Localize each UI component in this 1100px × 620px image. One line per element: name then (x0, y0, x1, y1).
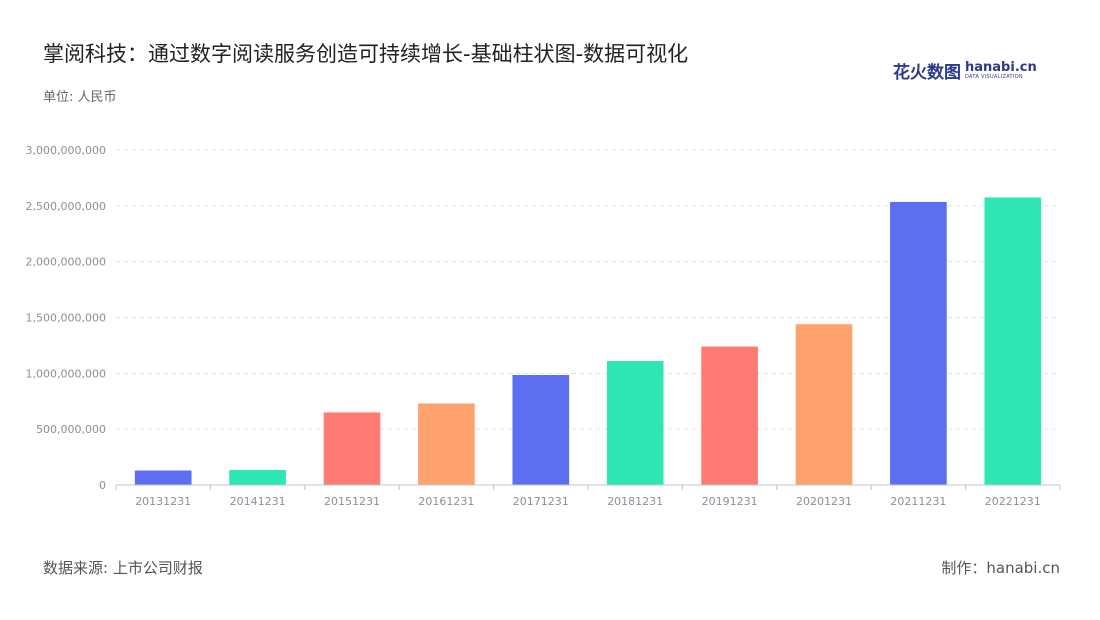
credit: 制作：hanabi.cn (941, 559, 1060, 577)
chart-title: 掌阅科技：通过数字阅读服务创造可持续增长-基础柱状图-数据可视化 (43, 42, 689, 66)
logo-en-block: hanabi.cn DATA VISUALIZATION (965, 61, 1037, 80)
x-axis-ticks: 20131231 20141231 20151231 20161231 20171231… (115, 485, 1061, 508)
unit-label: 单位: 人民币 (43, 90, 117, 105)
y-tick-label: 500,000,000 (36, 423, 106, 436)
bar-20171231 (512, 375, 570, 485)
y-tick-label: 3,000,000,000 (26, 144, 106, 157)
bar-20221231 (984, 197, 1042, 486)
bar-20211231 (890, 201, 947, 486)
y-tick-label: 0 (99, 479, 106, 492)
brand-logo: 花火数图 hanabi.cn DATA VISUALIZATION (893, 58, 1037, 83)
x-tick-label: 20151231 (324, 495, 380, 508)
bar-20151231 (323, 412, 381, 485)
logo-sub-text: DATA VISUALIZATION (965, 74, 1023, 80)
x-tick-label: 20161231 (418, 495, 474, 508)
x-tick-label: 20141231 (230, 495, 286, 508)
x-tick-label: 20211231 (890, 495, 946, 508)
bar-20201231 (795, 324, 853, 485)
logo-en-text: hanabi.cn (965, 60, 1037, 75)
y-axis-ticks: 0 500,000,000 1,000,000,000 1,500,000,000 2,… (26, 144, 106, 492)
bars (134, 197, 1042, 486)
bar-20131231 (134, 470, 192, 485)
y-tick-label: 2,000,000,000 (26, 256, 106, 269)
x-tick-label: 20191231 (702, 495, 758, 508)
data-source: 数据来源: 上市公司财报 (43, 559, 203, 577)
x-tick-label: 20201231 (796, 495, 852, 508)
logo-cn-text: 花火数图 (893, 63, 961, 83)
y-tick-label: 1,000,000,000 (26, 367, 106, 380)
bar-20161231 (418, 403, 475, 485)
x-tick-label: 20221231 (985, 495, 1041, 508)
y-tick-label: 1,500,000,000 (26, 312, 106, 325)
y-tick-label: 2,500,000,000 (26, 200, 106, 213)
x-tick-label: 20131231 (135, 495, 191, 508)
x-tick-label: 20181231 (607, 495, 663, 508)
bar-20181231 (606, 361, 664, 485)
x-tick-label: 20171231 (513, 495, 569, 508)
bar-20141231 (229, 469, 286, 485)
bar-20191231 (701, 346, 758, 485)
